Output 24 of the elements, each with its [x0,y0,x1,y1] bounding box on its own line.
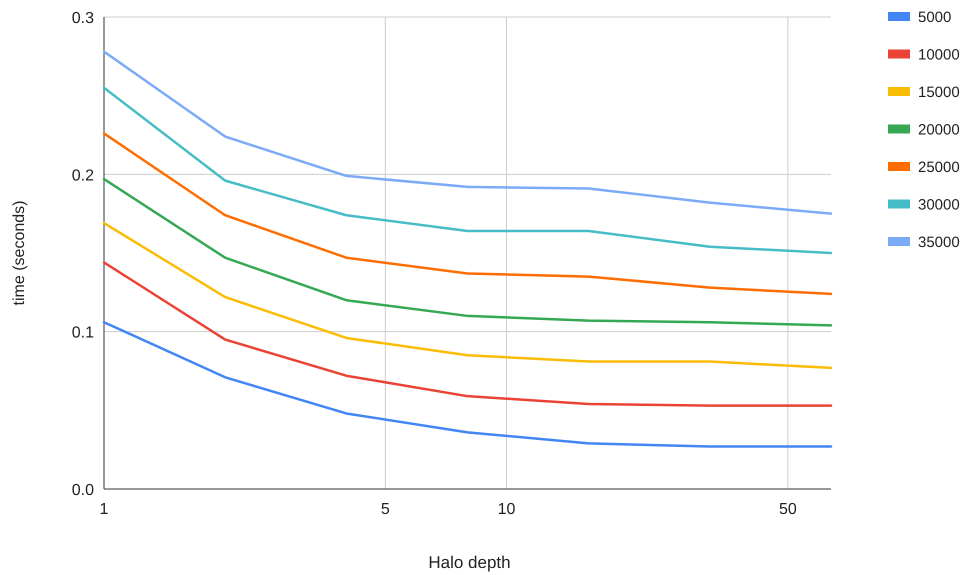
line-series [102,261,832,407]
x-tick-label: 1 [100,501,109,518]
line-series [102,320,832,448]
y-tick-label: 0.2 [72,167,94,184]
legend-label: 5000 [918,9,952,26]
legend-label: 35000 [918,234,960,251]
x-tick-label: 50 [778,501,797,518]
x-tick-label: 5 [380,501,390,518]
line-series [102,222,832,370]
legend-label: 20000 [918,122,960,138]
line-series [102,50,832,215]
y-tick-label: 0.0 [72,482,94,499]
legend-label: 15000 [918,84,960,101]
line-series [102,86,832,254]
line-series [102,132,832,296]
y-tick-label: 0.3 [72,10,94,27]
line-series [102,178,832,327]
y-tick-label: 0.1 [72,324,94,342]
x-axis-title: Halo depth [428,553,511,572]
x-tick-label: 10 [498,501,516,518]
legend-label: 25000 [918,159,960,176]
y-axis-title: time (seconds) [11,200,28,306]
legend-label: 30000 [918,196,960,214]
legend-label: 10000 [918,46,960,64]
